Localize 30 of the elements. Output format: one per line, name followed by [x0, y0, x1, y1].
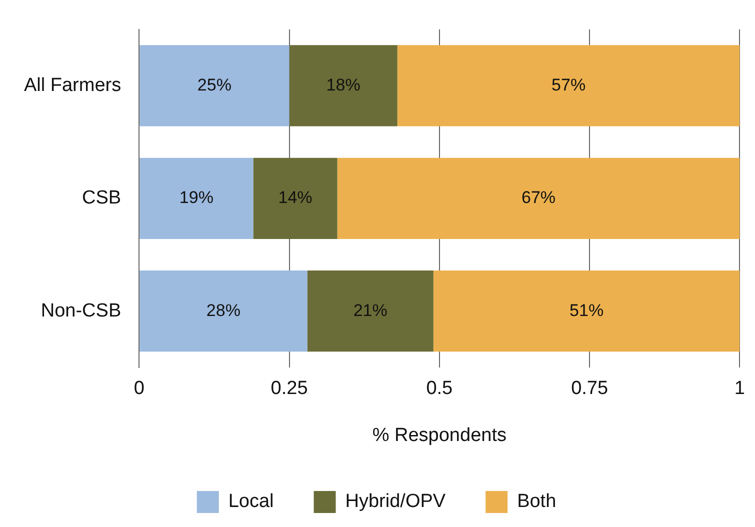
- legend-label: Hybrid/OPV: [345, 491, 446, 512]
- bar: [140, 270, 308, 352]
- y-tick-label: CSB: [82, 188, 122, 209]
- data-label: 14%: [278, 188, 312, 208]
- data-label: 51%: [570, 300, 604, 320]
- data-label: 28%: [206, 300, 240, 320]
- x-tick-label: 0.75: [571, 378, 608, 400]
- data-label: 57%: [552, 75, 586, 94]
- bar: [397, 45, 740, 126]
- bar: [307, 270, 434, 352]
- data-label: 19%: [179, 188, 214, 208]
- x-tick-label: 1: [734, 378, 746, 400]
- x-axis-title: % Respondents: [372, 424, 506, 446]
- x-tick-label: 0.25: [270, 378, 308, 400]
- legend-label: Both: [517, 491, 556, 512]
- data-label: 21%: [353, 300, 388, 320]
- bar: [433, 270, 740, 352]
- data-label: 18%: [326, 75, 360, 94]
- bar: [253, 158, 338, 239]
- y-tick-label: All Farmers: [24, 74, 122, 96]
- bar: [140, 158, 254, 239]
- data-label: 25%: [197, 75, 232, 94]
- bar: [140, 45, 290, 126]
- x-tick-label: 0.5: [426, 378, 453, 400]
- x-tick-label: 0: [134, 378, 144, 400]
- y-tick-label: Non-CSB: [40, 300, 122, 322]
- bar: [337, 158, 740, 239]
- legend-label: Local: [228, 491, 274, 512]
- data-label: 67%: [522, 188, 556, 208]
- bar: [289, 45, 398, 126]
